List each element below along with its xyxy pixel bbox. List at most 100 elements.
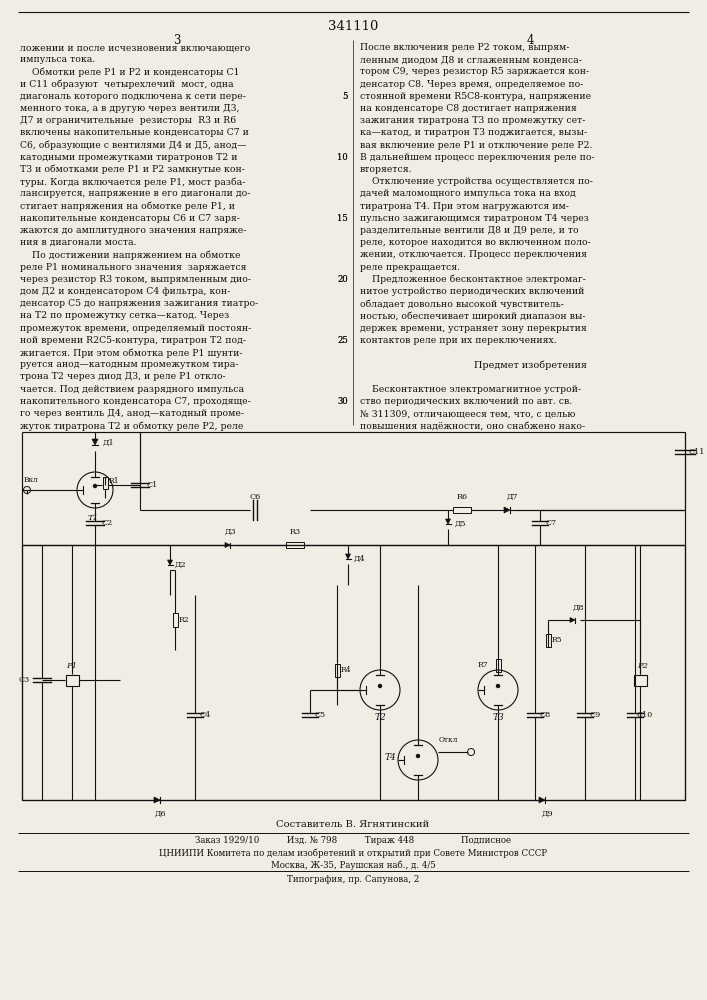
Text: зажигания тиратрона T3 по промежутку сет-: зажигания тиратрона T3 по промежутку сет… <box>360 116 585 125</box>
Text: C9: C9 <box>590 711 601 719</box>
Text: го через вентиль Д4, анод—катодный проме-: го через вентиль Д4, анод—катодный проме… <box>20 409 244 418</box>
Text: Откл: Откл <box>438 736 457 744</box>
Text: Вкл: Вкл <box>24 476 39 484</box>
Circle shape <box>496 684 500 688</box>
Text: через резистор R3 током, выпрямленным дио-: через резистор R3 током, выпрямленным ди… <box>20 275 251 284</box>
Text: ной времени R2C5-контура, тиратрон T2 под-: ной времени R2C5-контура, тиратрон T2 по… <box>20 336 246 345</box>
Text: импульса тока.: импульса тока. <box>20 55 95 64</box>
Text: денсатор C8. Через время, определяемое по-: денсатор C8. Через время, определяемое п… <box>360 80 583 89</box>
Text: повышения надёжности, оно снабжено нако-: повышения надёжности, оно снабжено нако- <box>360 421 585 430</box>
Text: P2: P2 <box>638 662 648 670</box>
Bar <box>334 664 339 676</box>
Text: ностью, обеспечивает широкий диапазон вы-: ностью, обеспечивает широкий диапазон вы… <box>360 311 585 321</box>
Text: накопительного конденсатора C7, проходяще-: накопительного конденсатора C7, проходящ… <box>20 397 251 406</box>
Text: 4: 4 <box>526 34 534 47</box>
Text: жуток тиратрона T2 и обмотку реле P2, реле: жуток тиратрона T2 и обмотку реле P2, ре… <box>20 421 243 431</box>
Text: 10: 10 <box>337 153 348 162</box>
Text: 10: 10 <box>337 153 348 162</box>
Text: Д9: Д9 <box>541 810 553 818</box>
Text: C5: C5 <box>315 711 325 719</box>
Text: Составитель В. Ягнятинский: Составитель В. Ягнятинский <box>276 820 430 829</box>
Text: Типография, пр. Сапунова, 2: Типография, пр. Сапунова, 2 <box>287 875 419 884</box>
Text: вая включение реле P1 и отключение реле P2.: вая включение реле P1 и отключение реле … <box>360 141 592 150</box>
Polygon shape <box>154 797 160 803</box>
Text: R2: R2 <box>179 616 189 624</box>
Text: стигает напряжения на обмотке реле P1, и: стигает напряжения на обмотке реле P1, и <box>20 202 235 211</box>
Polygon shape <box>504 507 510 513</box>
Text: 15: 15 <box>337 214 348 223</box>
Text: дачей маломощного импульса тока на вход: дачей маломощного импульса тока на вход <box>360 189 575 198</box>
Polygon shape <box>346 554 351 559</box>
Bar <box>496 658 501 672</box>
Text: ленным диодом Д8 и сглаженным конденса-: ленным диодом Д8 и сглаженным конденса- <box>360 55 582 64</box>
Text: держек времени, устраняет зону перекрытия: держек времени, устраняет зону перекрыти… <box>360 324 587 333</box>
Text: жаются до амплитудного значения напряже-: жаются до амплитудного значения напряже- <box>20 226 246 235</box>
Text: C4: C4 <box>199 711 211 719</box>
Text: 5: 5 <box>343 92 348 101</box>
Polygon shape <box>539 797 545 803</box>
Text: жении, отключается. Процесс переключения: жении, отключается. Процесс переключения <box>360 250 587 259</box>
Text: и C11 образуют  четырехлечий  мост, одна: и C11 образуют четырехлечий мост, одна <box>20 80 233 89</box>
Bar <box>173 613 177 627</box>
Text: C6, образующие с вентилями Д4 и Д5, анод—: C6, образующие с вентилями Д4 и Д5, анод… <box>20 141 246 150</box>
Text: Д8: Д8 <box>572 604 584 612</box>
Text: руется анод—катодным промежутком тира-: руется анод—катодным промежутком тира- <box>20 360 238 369</box>
Text: 341110: 341110 <box>328 20 378 33</box>
Text: Д4: Д4 <box>354 555 365 563</box>
Text: 5: 5 <box>343 92 348 101</box>
Text: T2: T2 <box>374 714 386 722</box>
Text: После включения реле P2 током, выпрям-: После включения реле P2 током, выпрям- <box>360 43 569 52</box>
Text: T3 и обмотками реле P1 и P2 замкнутые кон-: T3 и обмотками реле P1 и P2 замкнутые ко… <box>20 165 245 174</box>
Text: денсатор C5 до напряжения зажигания тиатро-: денсатор C5 до напряжения зажигания тиат… <box>20 299 258 308</box>
Text: T3: T3 <box>492 714 504 722</box>
Polygon shape <box>570 617 575 622</box>
Text: C8: C8 <box>539 711 551 719</box>
Text: R6: R6 <box>457 493 467 501</box>
Text: Д1: Д1 <box>103 439 114 447</box>
Text: T4: T4 <box>384 754 396 762</box>
Text: контактов реле при их переключениях.: контактов реле при их переключениях. <box>360 336 556 345</box>
Text: В дальнейшем процесс переключения реле по-: В дальнейшем процесс переключения реле п… <box>360 153 595 162</box>
Circle shape <box>93 485 96 488</box>
Bar <box>103 477 107 489</box>
Text: ния в диагонали моста.: ния в диагонали моста. <box>20 238 136 247</box>
Text: Предмет изобретения: Предмет изобретения <box>474 360 587 370</box>
Text: C6: C6 <box>250 493 261 501</box>
Text: Москва, Ж-35, Раушская наб., д. 4/5: Москва, Ж-35, Раушская наб., д. 4/5 <box>271 860 436 869</box>
Text: Предложенное бесконтактное электромаг-: Предложенное бесконтактное электромаг- <box>360 275 586 284</box>
Bar <box>453 507 471 513</box>
Text: катодными промежутками тиратронов T2 и: катодными промежутками тиратронов T2 и <box>20 153 238 162</box>
Text: обладает довольно высокой чувствитель-: обладает довольно высокой чувствитель- <box>360 299 564 309</box>
Text: ка—катод, и тиратрон T3 поджигается, вызы-: ка—катод, и тиратрон T3 поджигается, выз… <box>360 128 587 137</box>
Text: Д5: Д5 <box>455 520 466 528</box>
Text: Д2: Д2 <box>174 561 186 569</box>
Text: лансируется, напряжение в его диагонали до-: лансируется, напряжение в его диагонали … <box>20 189 250 198</box>
Text: 20: 20 <box>337 275 348 284</box>
Text: пульсно зажигающимся тиратроном T4 через: пульсно зажигающимся тиратроном T4 через <box>360 214 589 223</box>
Text: Отключение устройства осуществляется по-: Отключение устройства осуществляется по- <box>360 177 593 186</box>
Text: ЦНИИПИ Комитета по делам изобретений и открытий при Совете Министров СССР: ЦНИИПИ Комитета по делам изобретений и о… <box>159 848 547 857</box>
Text: 15: 15 <box>337 214 348 223</box>
Text: менного тока, а в другую через вентили Д3,: менного тока, а в другую через вентили Д… <box>20 104 240 113</box>
Text: Д7: Д7 <box>506 493 518 501</box>
Text: Обмотки реле P1 и P2 и конденсаторы C1: Обмотки реле P1 и P2 и конденсаторы C1 <box>20 67 240 77</box>
Circle shape <box>378 684 382 688</box>
Text: C10: C10 <box>637 711 653 719</box>
Polygon shape <box>225 542 230 548</box>
Text: R7: R7 <box>477 661 488 669</box>
Text: накопительные конденсаторы C6 и C7 заря-: накопительные конденсаторы C6 и C7 заря- <box>20 214 240 223</box>
Text: нитое устройство периодических включений: нитое устройство периодических включений <box>360 287 585 296</box>
Text: Бесконтактное электромагнитное устрой-: Бесконтактное электромагнитное устрой- <box>360 385 581 394</box>
Text: C1: C1 <box>146 481 158 489</box>
Text: T1: T1 <box>88 514 98 522</box>
Text: тиратрона T4. При этом нагружаются им-: тиратрона T4. При этом нагружаются им- <box>360 202 569 211</box>
Text: ство периодических включений по авт. св.: ство периодических включений по авт. св. <box>360 397 572 406</box>
Text: включены накопительные конденсаторы C7 и: включены накопительные конденсаторы C7 и <box>20 128 249 137</box>
Text: R4: R4 <box>341 666 351 674</box>
Bar <box>633 674 646 686</box>
Text: реле, которое находится во включенном поло-: реле, которое находится во включенном по… <box>360 238 591 247</box>
Text: дом Д2 и конденсатором C4 фильтра, кон-: дом Д2 и конденсатором C4 фильтра, кон- <box>20 287 230 296</box>
Text: R1: R1 <box>109 477 119 485</box>
Bar <box>546 634 551 647</box>
Text: C7: C7 <box>545 519 556 527</box>
